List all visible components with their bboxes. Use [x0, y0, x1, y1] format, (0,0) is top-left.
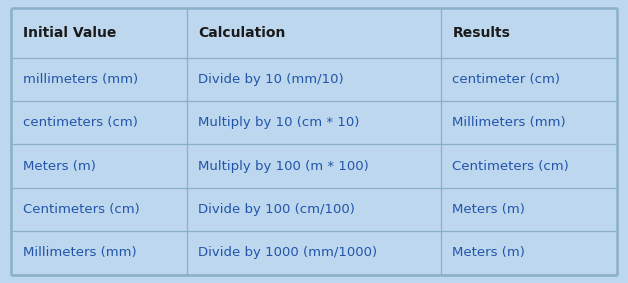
Text: millimeters (mm): millimeters (mm) [23, 73, 138, 86]
Text: Initial Value: Initial Value [23, 26, 116, 40]
Text: Divide by 1000 (mm/1000): Divide by 1000 (mm/1000) [198, 246, 377, 259]
Text: Centimeters (cm): Centimeters (cm) [452, 160, 569, 173]
Text: Meters (m): Meters (m) [452, 246, 525, 259]
Text: Calculation: Calculation [198, 26, 286, 40]
Text: Multiply by 10 (cm * 10): Multiply by 10 (cm * 10) [198, 116, 360, 129]
Text: Divide by 10 (mm/10): Divide by 10 (mm/10) [198, 73, 344, 86]
Text: Millimeters (mm): Millimeters (mm) [452, 116, 566, 129]
Text: centimeters (cm): centimeters (cm) [23, 116, 138, 129]
Text: Results: Results [452, 26, 511, 40]
Text: Divide by 100 (cm/100): Divide by 100 (cm/100) [198, 203, 355, 216]
Text: Multiply by 100 (m * 100): Multiply by 100 (m * 100) [198, 160, 369, 173]
Text: Millimeters (mm): Millimeters (mm) [23, 246, 136, 259]
Text: centimeter (cm): centimeter (cm) [452, 73, 560, 86]
Text: Centimeters (cm): Centimeters (cm) [23, 203, 139, 216]
Text: Meters (m): Meters (m) [23, 160, 95, 173]
Text: Meters (m): Meters (m) [452, 203, 525, 216]
